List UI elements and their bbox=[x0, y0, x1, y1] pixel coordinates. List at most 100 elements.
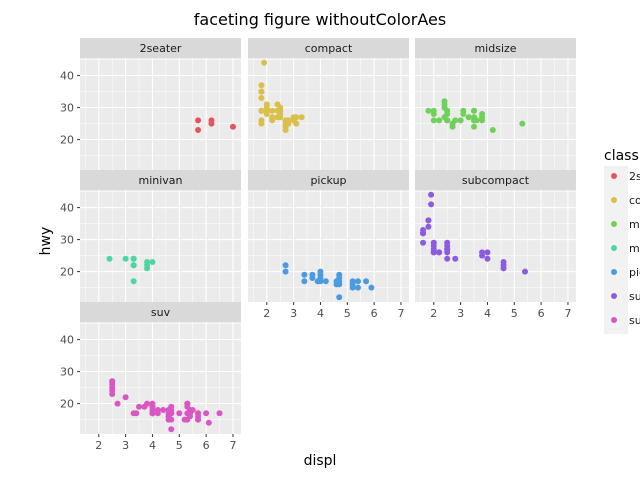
facet-strip-label: 2seater bbox=[140, 42, 182, 55]
data-point bbox=[258, 107, 265, 114]
panel-background bbox=[80, 190, 241, 302]
data-point bbox=[216, 410, 223, 417]
data-point bbox=[441, 101, 448, 108]
panel-background bbox=[248, 58, 409, 170]
data-point bbox=[471, 123, 478, 130]
x-tick-label: 7 bbox=[397, 307, 404, 320]
panel-background bbox=[415, 190, 576, 302]
data-point bbox=[309, 275, 316, 281]
data-point bbox=[282, 127, 289, 133]
data-point bbox=[263, 107, 270, 114]
data-point bbox=[149, 407, 156, 413]
data-point bbox=[189, 407, 196, 413]
data-point bbox=[444, 255, 451, 262]
data-point bbox=[144, 265, 151, 272]
data-point bbox=[258, 88, 265, 95]
data-point bbox=[195, 127, 202, 133]
x-tick-label: 6 bbox=[538, 307, 545, 320]
data-point bbox=[489, 127, 496, 133]
data-point bbox=[430, 117, 437, 124]
data-point bbox=[130, 255, 137, 262]
data-point bbox=[187, 413, 194, 420]
legend-label: compact bbox=[629, 194, 640, 207]
facet-panel-suv: suv 2 3 4 5 6 7 20 30 40 bbox=[60, 302, 241, 452]
data-point bbox=[133, 410, 140, 417]
facet-strip bbox=[415, 170, 576, 190]
facet-panel-compact: compact bbox=[248, 38, 409, 170]
legend-item-compact: compact bbox=[604, 190, 640, 214]
y-tick-label: 40 bbox=[60, 70, 74, 83]
x-tick-label: 5 bbox=[176, 439, 183, 452]
data-point bbox=[436, 117, 443, 124]
data-point bbox=[336, 275, 343, 281]
data-point bbox=[425, 107, 432, 114]
data-point bbox=[484, 249, 491, 256]
legend-label: suv bbox=[629, 314, 640, 327]
data-point bbox=[355, 278, 362, 285]
legend-marker bbox=[611, 245, 617, 251]
data-point bbox=[301, 278, 308, 285]
legend-marker bbox=[611, 197, 617, 203]
x-tick-label: 7 bbox=[229, 439, 236, 452]
data-point bbox=[106, 255, 113, 262]
x-tick-label: 3 bbox=[457, 307, 464, 320]
data-point bbox=[452, 255, 459, 262]
data-point bbox=[229, 123, 236, 130]
data-point bbox=[500, 259, 507, 265]
facet-strip bbox=[80, 170, 241, 190]
facet-strip bbox=[248, 38, 409, 58]
legend-item-midsize: midsize bbox=[604, 214, 640, 238]
panel-background bbox=[248, 190, 409, 302]
data-point bbox=[368, 284, 375, 291]
y-tick-label: 20 bbox=[60, 398, 74, 411]
data-point bbox=[444, 107, 451, 114]
legend-label: 2seater bbox=[629, 170, 640, 183]
data-point bbox=[258, 95, 265, 101]
x-tick-label: 4 bbox=[484, 307, 491, 320]
facet-strip-label: compact bbox=[305, 42, 353, 55]
data-point bbox=[430, 239, 437, 246]
x-tick-label: 6 bbox=[203, 439, 210, 452]
x-tick-label: 6 bbox=[371, 307, 378, 320]
data-point bbox=[195, 413, 202, 420]
data-point bbox=[269, 107, 276, 114]
data-point bbox=[144, 400, 151, 407]
data-point bbox=[282, 120, 289, 127]
data-point bbox=[425, 223, 432, 230]
data-point bbox=[144, 259, 151, 265]
data-point bbox=[420, 230, 427, 237]
data-point bbox=[444, 243, 451, 249]
data-point bbox=[168, 426, 175, 433]
data-point bbox=[258, 120, 265, 127]
data-point bbox=[484, 255, 491, 262]
legend-marker bbox=[611, 269, 617, 275]
data-point bbox=[471, 114, 478, 121]
y-tick-label: 20 bbox=[60, 134, 74, 147]
data-point bbox=[130, 278, 137, 285]
y-tick-label: 30 bbox=[60, 366, 74, 379]
y-tick-label: 40 bbox=[60, 202, 74, 215]
x-tick-label: 4 bbox=[149, 439, 156, 452]
data-point bbox=[168, 416, 175, 423]
data-point bbox=[471, 107, 478, 114]
data-point bbox=[420, 239, 427, 246]
data-point bbox=[355, 284, 362, 291]
data-point bbox=[465, 114, 472, 121]
data-point bbox=[203, 410, 210, 417]
data-point bbox=[298, 114, 305, 121]
data-point bbox=[460, 111, 467, 117]
data-point bbox=[122, 394, 129, 401]
data-point bbox=[436, 249, 443, 256]
x-axis-label: displ bbox=[304, 453, 337, 469]
y-axis-label: hwy bbox=[38, 227, 54, 256]
x-tick-label: 2 bbox=[95, 439, 102, 452]
data-point bbox=[277, 114, 284, 121]
data-point bbox=[205, 419, 212, 426]
data-point bbox=[109, 391, 116, 397]
data-point bbox=[290, 114, 297, 121]
facet-strip bbox=[80, 38, 241, 58]
data-point bbox=[130, 262, 137, 269]
x-tick-label: 7 bbox=[564, 307, 571, 320]
legend-item-minivan: minivan bbox=[604, 238, 640, 262]
data-point bbox=[208, 120, 215, 127]
